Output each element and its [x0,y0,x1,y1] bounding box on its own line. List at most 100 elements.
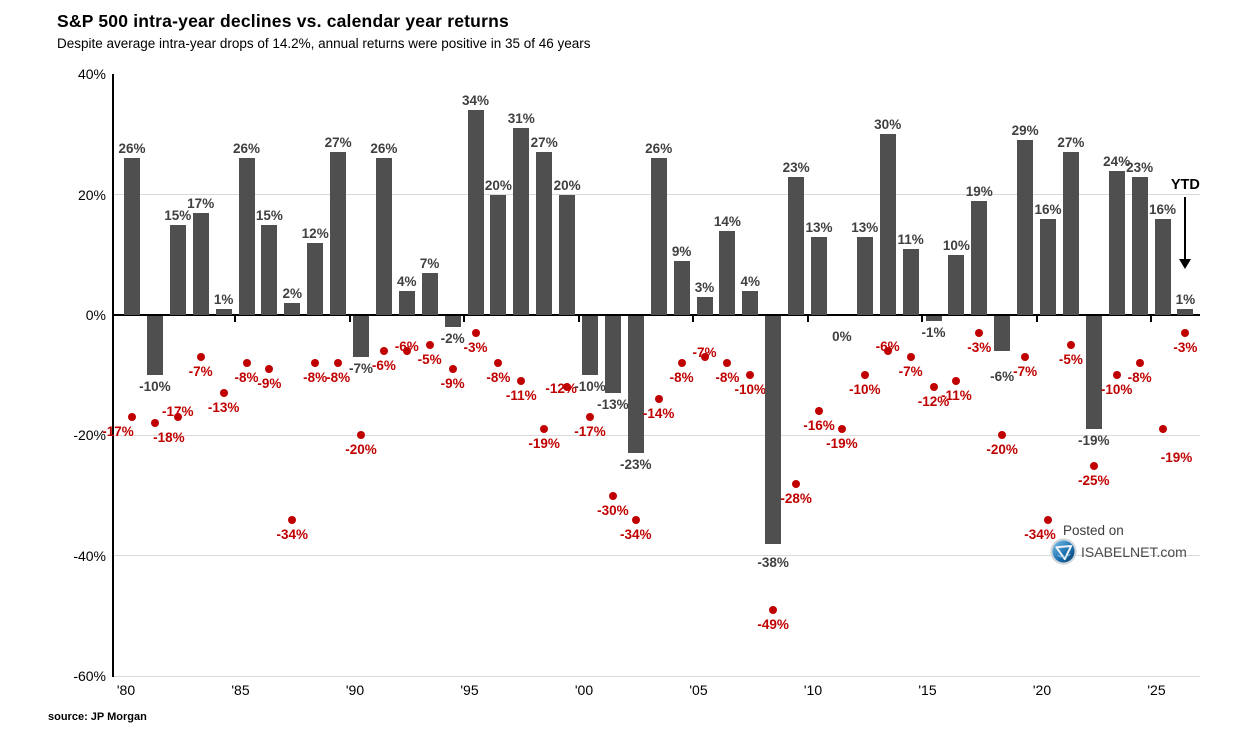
bar-label-2001: -13% [597,397,629,413]
gridline--20 [113,434,1200,436]
dot-1982 [173,413,182,422]
bar-label-1999: 20% [553,177,581,193]
x-axis-tick-4 [692,316,695,322]
dot-1995 [471,329,480,338]
dot-label-1995: -3% [463,340,488,356]
x-axis-tick-8 [1150,316,1153,322]
bar-label-2011: 0% [832,329,852,344]
bar-label-2017: 19% [965,183,993,199]
bar-1994 [444,316,461,328]
bar-2004 [673,260,690,315]
x-tick-label-1990: '90 [345,682,365,698]
dot-label-1987: -34% [276,526,309,542]
bar-1992 [398,290,415,315]
x-tick-label-2020: '20 [1032,682,1052,698]
dot-label-2025: -19% [1160,450,1193,466]
dot-1993 [425,341,434,350]
bar-label-2006: 14% [713,213,741,229]
x-tick-label-2000: '00 [574,682,594,698]
dot-label-1988: -8% [303,370,328,386]
y-tick-label-40: 40% [77,66,106,83]
bar-label-2026: 1% [1175,291,1196,307]
dot-2009 [792,479,801,488]
dot-1996 [494,359,503,368]
dot-1981 [150,419,159,428]
dot-label-1983: -7% [188,364,213,380]
dot-1980 [128,413,136,422]
dot-label-2001: -30% [597,502,629,518]
x-axis-tick-1 [348,316,351,322]
dot-2017 [975,329,984,338]
dot-1990 [357,431,365,440]
dot-2005 [700,353,709,362]
dot-1986 [265,365,274,374]
bar-label-1982: 15% [164,207,192,223]
bar-2013 [879,134,896,315]
chart-title: S&P 500 intra-year declines vs. calendar… [57,11,509,31]
dot-label-1982: -17% [162,404,194,420]
bar-label-1990: -7% [348,361,373,377]
bar-2020 [1040,218,1056,315]
dot-1999 [563,383,572,392]
bar-2008 [765,316,782,544]
dot-label-1994: -9% [440,376,465,392]
x-axis-tick-2 [463,316,466,322]
bar-2006 [719,230,736,315]
bar-1982 [169,224,186,315]
ytd-arrow-line [1184,197,1187,259]
gridline--40 [113,555,1200,557]
bar-1980 [124,158,140,315]
dot-2007 [746,371,755,380]
dot-label-2011: -19% [826,436,858,452]
bar-1993 [421,272,438,315]
bar-label-2008: -38% [757,554,789,570]
x-axis-tick-6 [921,316,924,322]
dot-1985 [242,359,251,368]
dot-label-1981: -18% [153,430,185,446]
dot-1983 [196,353,205,362]
bar-label-2005: 3% [694,279,715,295]
dot-label-1989: -8% [326,370,351,386]
bar-label-1988: 12% [301,225,329,241]
bar-label-1989: 27% [324,135,352,151]
dot-label-1991: -6% [371,358,396,374]
bar-label-2003: 26% [645,141,673,157]
dot-label-1993: -5% [417,352,442,368]
bar-label-2013: 30% [874,117,902,133]
bar-2025 [1154,218,1171,315]
bar-label-2012: 13% [851,219,879,235]
dot-label-2003: -14% [642,406,675,422]
ytd-arrow-head-icon [1179,259,1192,269]
bar-2022 [1085,316,1102,430]
dot-2011 [837,425,846,434]
dot-2026 [1181,329,1190,338]
x-axis-tick-0 [234,316,237,322]
dot-1989 [334,359,343,368]
bar-1990 [353,316,369,358]
dot-label-2019: -7% [1013,364,1038,380]
dot-label-2023: -10% [1100,382,1133,398]
dot-label-2018: -20% [986,442,1018,458]
bar-1998 [536,152,553,315]
y-tick-label--20: -20% [73,427,106,444]
bar-label-1993: 7% [419,255,440,271]
dot-label-2017: -3% [967,340,992,356]
gridline--60 [113,675,1200,677]
dot-label-2016: -11% [941,388,972,404]
dot-label-1980: -17% [102,424,134,440]
dot-2019 [1021,353,1030,362]
bar-label-2018: -6% [990,369,1015,385]
bar-1981 [146,316,163,376]
dot-2022 [1089,461,1098,470]
bar-1997 [513,128,530,315]
bar-label-2016: 10% [942,237,970,253]
y-tick-label-20: 20% [77,186,106,203]
dot-label-2026: -3% [1173,340,1198,356]
bar-1987 [284,302,301,315]
bar-label-2000: -10% [574,379,606,395]
source-label: source: JP Morgan [48,711,147,723]
dot-label-2006: -8% [715,370,740,386]
bar-1991 [375,158,392,315]
